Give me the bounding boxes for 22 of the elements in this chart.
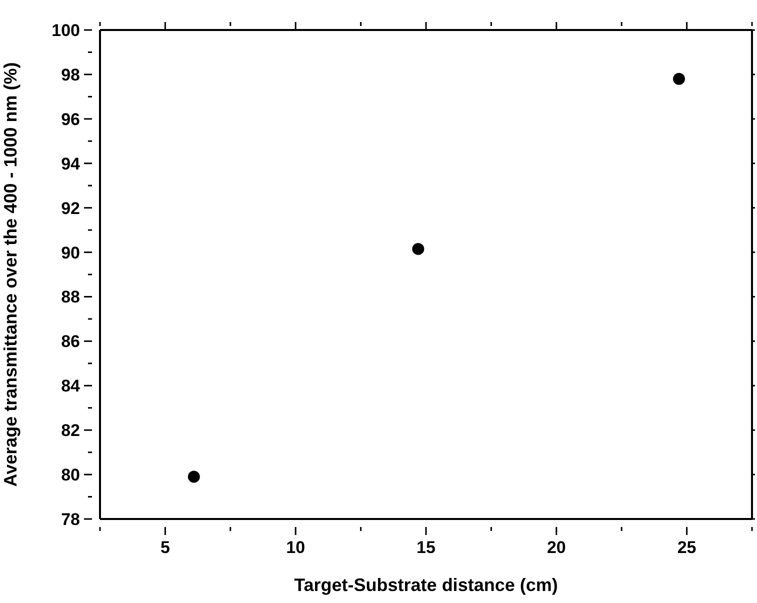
x-tick-label: 20 bbox=[546, 538, 566, 557]
y-tick-label: 96 bbox=[61, 110, 80, 129]
y-tick-label: 100 bbox=[52, 21, 80, 40]
point bbox=[188, 470, 200, 483]
y-tick-label: 88 bbox=[61, 288, 80, 307]
x-axis-title: Target-Substrate distance (cm) bbox=[294, 575, 558, 595]
y-tick-label: 92 bbox=[61, 198, 80, 218]
y-tick-label: 98 bbox=[61, 65, 80, 84]
point bbox=[672, 72, 685, 85]
x-tick-label: 25 bbox=[677, 538, 696, 557]
y-axis-title: Average transmittance over the 400 - 1000 nm (%) bbox=[0, 62, 20, 487]
y-tick-label: 86 bbox=[61, 332, 80, 352]
y-tick-label: 84 bbox=[61, 376, 81, 396]
y-tick-label: 94 bbox=[61, 154, 81, 174]
x-tick-label: 5 bbox=[160, 538, 170, 557]
point bbox=[412, 242, 424, 255]
x-tick-label: 10 bbox=[286, 538, 306, 557]
y-tick-label: 82 bbox=[61, 421, 80, 440]
x-tick-label: 15 bbox=[416, 538, 436, 557]
y-tick-label: 80 bbox=[61, 466, 80, 485]
y-tick-label: 78 bbox=[61, 510, 80, 529]
y-tick-label: 90 bbox=[61, 243, 80, 262]
